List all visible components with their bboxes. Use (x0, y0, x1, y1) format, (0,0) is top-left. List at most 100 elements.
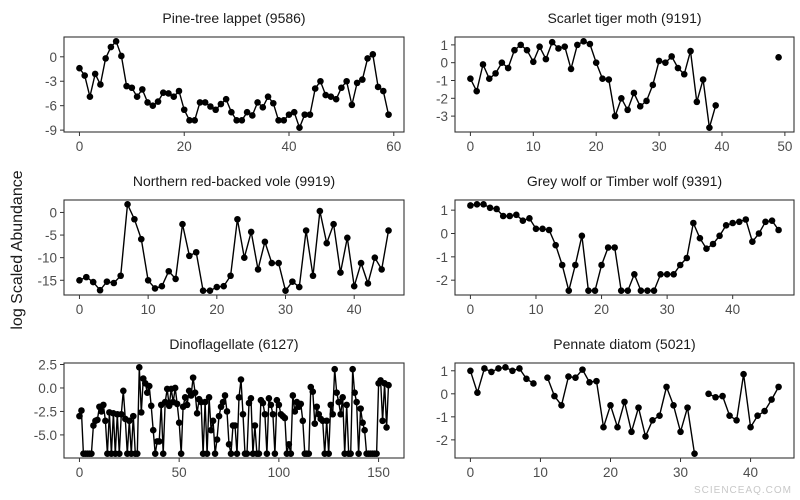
data-point (311, 420, 319, 427)
data-point (181, 394, 189, 401)
data-point (657, 271, 664, 278)
data-point (705, 390, 712, 398)
x-tick-label: 60 (386, 139, 401, 154)
data-point (642, 433, 649, 440)
data-point (506, 212, 514, 220)
data-point (235, 394, 243, 401)
series-line (469, 366, 534, 396)
y-tick-label: 0 (49, 205, 57, 220)
data-point (353, 398, 360, 406)
data-point (285, 440, 293, 448)
data-point (636, 103, 644, 110)
x-tick-label: 30 (652, 139, 667, 154)
data-point (343, 77, 350, 85)
data-point (385, 227, 392, 234)
data-point (486, 204, 494, 212)
data-point (676, 261, 684, 269)
y-tick-label: -5.0 (34, 428, 57, 443)
data-point (385, 381, 392, 389)
data-point (347, 450, 354, 457)
data-point (359, 76, 366, 83)
data-point (761, 407, 768, 415)
data-point (330, 220, 337, 228)
data-point (331, 365, 339, 373)
data-point (89, 278, 97, 286)
data-point (585, 287, 592, 294)
data-point (186, 117, 193, 124)
data-point (291, 408, 299, 415)
data-point (275, 401, 283, 409)
data-point (479, 61, 487, 68)
data-point (565, 287, 573, 294)
y-tick-label: -1 (436, 250, 448, 265)
data-point (551, 392, 558, 400)
data-point (649, 81, 657, 89)
data-point (351, 389, 358, 396)
data-point (147, 402, 155, 410)
data-point (175, 419, 183, 427)
data-point (593, 377, 600, 385)
data-point (519, 217, 527, 224)
data-point (656, 412, 663, 419)
panel-3: Northern red-backed vole (9919) 0 10 20 30 40… (37, 173, 405, 317)
x-tick-label: 30 (278, 302, 293, 317)
data-point (532, 225, 540, 233)
data-point (605, 76, 613, 83)
x-tick-label: 10 (533, 465, 548, 480)
data-point (567, 65, 575, 73)
data-point (259, 104, 267, 111)
data-point (254, 99, 261, 106)
data-point (327, 93, 335, 101)
data-point (542, 55, 550, 63)
data-point (165, 267, 173, 275)
panel-title: Scarlet tiger moth (9191) (547, 10, 701, 26)
data-point (118, 410, 125, 418)
data-point (552, 241, 559, 249)
x-tick-label: 40 (743, 465, 758, 480)
y-axis-label: log Scaled Abundance (9, 170, 26, 329)
data-point (600, 423, 607, 431)
data-point (234, 215, 241, 223)
data-point (355, 450, 362, 457)
data-point (301, 111, 309, 118)
data-point (306, 111, 314, 118)
data-point (618, 95, 625, 102)
y-tick-label: -3 (45, 74, 57, 89)
data-point (357, 405, 364, 412)
data-point (159, 89, 167, 96)
data-point (267, 401, 275, 409)
data-point (227, 272, 234, 280)
data-point (371, 254, 379, 261)
data-point (243, 108, 251, 116)
data-point (493, 205, 500, 213)
data-point (228, 108, 235, 116)
data-point (473, 201, 481, 208)
data-point (530, 58, 537, 66)
data-point (332, 95, 340, 103)
data-point (213, 283, 221, 291)
data-point (327, 401, 335, 409)
data-point (353, 79, 361, 87)
data-point (227, 450, 235, 457)
data-point (206, 287, 214, 294)
data-point (103, 278, 111, 285)
data-point (239, 410, 247, 418)
y-tick-label: -3 (436, 109, 448, 124)
y-tick-label: -9 (45, 123, 57, 138)
y-tick-label: -6 (45, 99, 57, 114)
data-point (323, 239, 331, 247)
data-point (712, 393, 719, 401)
data-point (350, 282, 358, 290)
x-tick-label: 20 (177, 139, 192, 154)
data-point (735, 218, 743, 226)
series-line (469, 40, 717, 128)
data-point (579, 366, 586, 373)
x-tick-label: 0 (467, 139, 475, 154)
data-point (233, 117, 240, 124)
data-point (179, 220, 186, 228)
data-point (614, 423, 621, 431)
panel-2: Scarlet tiger moth (9191)0 10 20 30 40 5010-1… (436, 10, 795, 154)
data-point (747, 423, 754, 431)
data-point (211, 450, 219, 457)
data-point (703, 245, 710, 252)
